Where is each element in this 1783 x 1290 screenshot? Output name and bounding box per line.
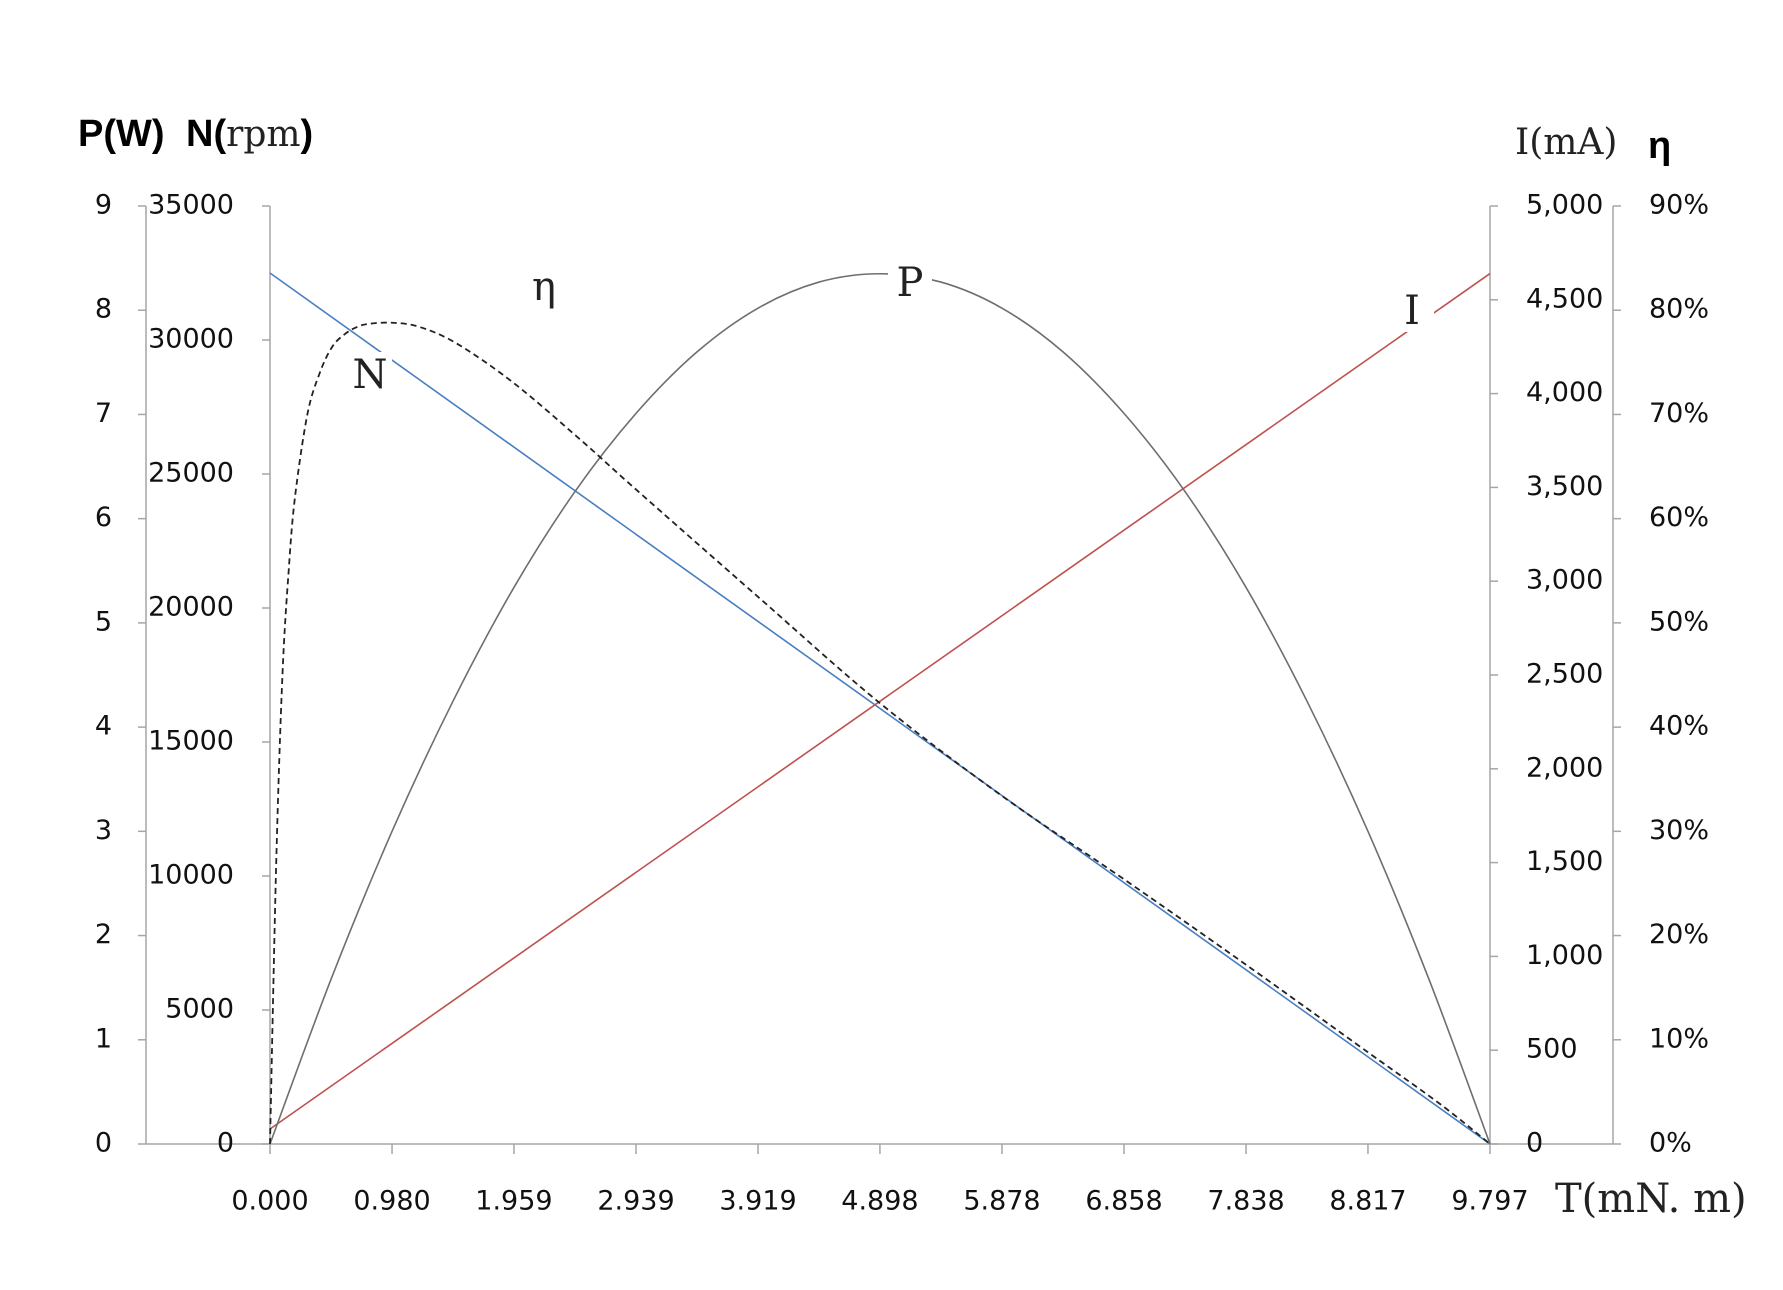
- speed-tick-label: 25000: [148, 458, 234, 489]
- power-axis-title: P(W): [78, 113, 165, 155]
- x-tick-label: 6.858: [1085, 1186, 1162, 1217]
- tick-labels-group: 0.000 0.980 1.959 2.939 3.919 4.898 5.878 6.858…: [95, 190, 1709, 1217]
- current-tick-label: 5,000: [1526, 190, 1603, 221]
- speed-axis-title-close: ): [301, 113, 314, 155]
- power-tick-label: 3: [95, 815, 112, 846]
- efficiency-tick-label: 30%: [1649, 815, 1709, 846]
- efficiency-axis-title: η: [1648, 125, 1671, 167]
- speed-tick-label: 30000: [148, 324, 234, 355]
- current-tick-label: 0: [1526, 1128, 1543, 1159]
- current-tick-label: 4,500: [1526, 283, 1603, 314]
- current-curve-label: I: [1404, 288, 1420, 334]
- x-tick-label: 2.939: [597, 1186, 674, 1217]
- efficiency-tick-label: 80%: [1649, 294, 1709, 325]
- efficiency-tick-label: 70%: [1649, 398, 1709, 429]
- speed-curve: [269, 272, 1491, 1145]
- power-curve-label: P: [897, 260, 924, 306]
- x-tick-label: 9.797: [1451, 1186, 1528, 1217]
- efficiency-curve-label: η: [532, 264, 556, 310]
- current-tick-label: 2,500: [1526, 659, 1603, 690]
- current-tick-label: 3,500: [1526, 471, 1603, 502]
- x-tick-label: 3.919: [719, 1186, 796, 1217]
- current-curve: [269, 272, 1491, 1130]
- power-tick-label: 6: [95, 502, 112, 533]
- axes-group: [138, 205, 1621, 1154]
- power-tick-label: 5: [95, 606, 112, 637]
- x-tick-label: 5.878: [963, 1186, 1040, 1217]
- curve-label-backdrop: [1390, 288, 1434, 332]
- speed-tick-label: 35000: [148, 190, 234, 221]
- efficiency-tick-label: 50%: [1649, 606, 1709, 637]
- speed-axis-title-open: N(: [186, 113, 226, 155]
- efficiency-tick-label: 20%: [1649, 919, 1709, 950]
- power-tick-label: 7: [95, 398, 112, 429]
- curve-label-backdrop: [348, 352, 392, 396]
- x-tick-label: 0.000: [231, 1186, 308, 1217]
- torque-axis-title: T(mN. m): [1555, 1176, 1747, 1222]
- series-group: [269, 272, 1491, 1145]
- x-tick-label: 0.980: [353, 1186, 430, 1217]
- speed-tick-label: 10000: [148, 860, 234, 891]
- current-tick-label: 1,000: [1526, 940, 1603, 971]
- speed-tick-label: 20000: [148, 592, 234, 623]
- power-tick-label: 1: [95, 1023, 112, 1054]
- x-tick-label: 4.898: [841, 1186, 918, 1217]
- power-tick-label: 9: [95, 190, 112, 221]
- power-curve: [269, 272, 1491, 1145]
- power-tick-label: 8: [95, 294, 112, 325]
- speed-tick-label: 15000: [148, 726, 234, 757]
- current-tick-label: 4,000: [1526, 377, 1603, 408]
- x-tick-label: 1.959: [475, 1186, 552, 1217]
- current-tick-label: 1,500: [1526, 846, 1603, 877]
- speed-axis-title-unit: rpm: [226, 114, 300, 155]
- efficiency-tick-label: 0%: [1649, 1128, 1692, 1159]
- speed-curve-label: N: [353, 352, 388, 398]
- speed-axis-title: N(rpm): [186, 113, 313, 155]
- power-tick-label: 4: [95, 711, 112, 742]
- x-tick-label: 7.838: [1207, 1186, 1284, 1217]
- power-tick-label: 0: [95, 1128, 112, 1159]
- efficiency-tick-label: 60%: [1649, 502, 1709, 533]
- speed-tick-label: 0: [217, 1128, 234, 1159]
- curve-label-backdrop: [888, 260, 932, 304]
- curve-label-backdrop: [522, 264, 566, 308]
- current-tick-label: 2,000: [1526, 752, 1603, 783]
- efficiency-tick-label: 40%: [1649, 711, 1709, 742]
- current-tick-label: 500: [1526, 1034, 1578, 1065]
- efficiency-tick-label: 10%: [1649, 1023, 1709, 1054]
- x-tick-label: 8.817: [1329, 1186, 1406, 1217]
- current-tick-label: 3,000: [1526, 565, 1603, 596]
- efficiency-curve: [269, 321, 1491, 1145]
- curve-labels-group: η N P I: [348, 260, 1434, 398]
- power-tick-label: 2: [95, 919, 112, 950]
- current-axis-title: I(mA): [1515, 122, 1617, 163]
- speed-tick-label: 5000: [165, 994, 234, 1025]
- efficiency-tick-label: 90%: [1649, 190, 1709, 221]
